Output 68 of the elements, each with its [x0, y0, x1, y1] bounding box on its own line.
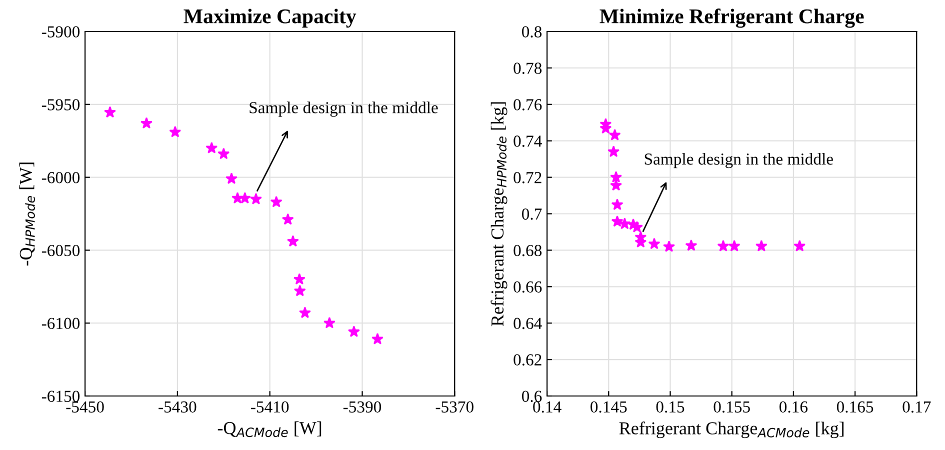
- y-tick-label: 0.62: [514, 354, 542, 366]
- point: [270, 196, 282, 208]
- y-tick-label: -5950: [42, 99, 80, 110]
- point: [685, 239, 698, 251]
- point: [293, 273, 306, 285]
- x-tick-label: 0.16: [780, 401, 808, 413]
- y-tick-label: 0.78: [514, 62, 542, 74]
- point: [238, 192, 251, 204]
- point: [286, 235, 299, 247]
- point: [282, 213, 294, 225]
- point: [298, 306, 311, 318]
- x-tick-label: -5430: [158, 401, 196, 413]
- x-axis-title: -Q$_{ACMode}$ [W]: [218, 421, 322, 438]
- y-tick-label: -6100: [42, 318, 80, 330]
- x-tick-label: 0.14: [533, 401, 562, 413]
- point: [610, 179, 622, 191]
- point: [755, 240, 768, 252]
- point: [611, 215, 624, 227]
- y-tick-label: 0.8: [522, 26, 542, 38]
- x-tick-label: 0.165: [836, 401, 874, 413]
- point: [226, 172, 238, 184]
- point: [611, 198, 624, 210]
- chart-title: Minimize Refrigerant Charge: [600, 8, 864, 28]
- y-tick-label: -6000: [42, 172, 80, 184]
- point: [206, 142, 218, 154]
- annotation: Sample design in the middle: [250, 102, 438, 117]
- y-tick-label: 0.68: [514, 244, 542, 256]
- y-tick-label: -5900: [42, 26, 80, 38]
- x-tick-label: 0.15: [656, 401, 684, 413]
- point: [663, 240, 675, 252]
- y-tick-label: 0.6: [522, 390, 542, 402]
- chart-title: Maximize Capacity: [184, 8, 356, 28]
- x-axis-title: Refrigerant Charge$_{ACMode}$ [kg]: [619, 422, 844, 438]
- y-tick-label: 0.64: [514, 318, 542, 330]
- point: [794, 240, 806, 252]
- x-tick-label: 0.145: [590, 401, 627, 413]
- point: [218, 148, 230, 160]
- point: [608, 128, 621, 140]
- point: [610, 171, 622, 182]
- x-tick-label: 0.155: [714, 401, 750, 413]
- x-tick-label: -5450: [66, 401, 104, 413]
- y-axis-title: Refrigerant Charge$_{HPMode}$ [kg]: [490, 102, 508, 326]
- y-tick-label: -6050: [42, 244, 80, 256]
- point: [717, 240, 730, 252]
- point: [372, 332, 384, 344]
- annotation: Sample design in the middle: [644, 152, 833, 168]
- y-tick-label: 0.66: [514, 281, 542, 293]
- point: [618, 218, 631, 230]
- point: [140, 117, 152, 129]
- point: [728, 240, 740, 252]
- y-axis-title: -Q$_{HPMode}$ [W]: [19, 162, 35, 266]
- point: [348, 326, 360, 338]
- point: [608, 146, 620, 157]
- y-tick-label: 0.7: [522, 208, 542, 220]
- point: [648, 238, 660, 250]
- point: [169, 126, 182, 138]
- y-tick-label: 0.74: [514, 136, 542, 147]
- point: [323, 316, 336, 328]
- x-tick-label: 0.17: [902, 401, 931, 413]
- y-tick-label: 0.76: [514, 99, 542, 110]
- x-tick-label: -5370: [436, 401, 474, 413]
- point: [104, 106, 116, 118]
- point: [250, 192, 262, 204]
- x-tick-label: -5390: [343, 401, 382, 413]
- point: [294, 284, 306, 296]
- y-tick-label: -6150: [42, 390, 80, 402]
- x-tick-label: -5410: [251, 401, 289, 413]
- y-tick-label: 0.72: [514, 172, 542, 184]
